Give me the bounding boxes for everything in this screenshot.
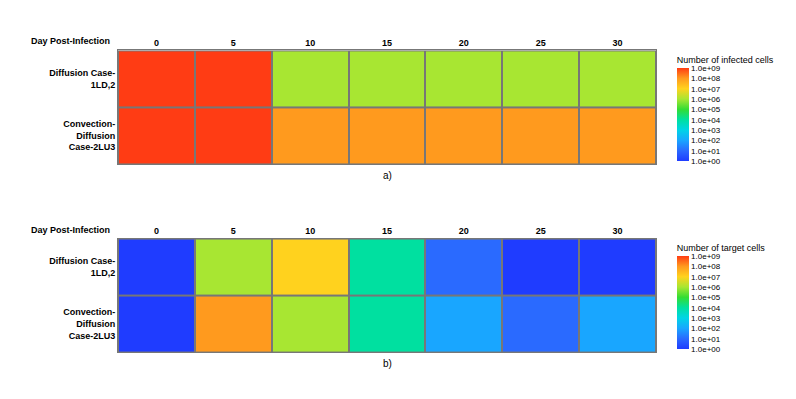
svg-text:1.0e+09: 1.0e+09 bbox=[691, 64, 721, 73]
svg-text:1.0e+04: 1.0e+04 bbox=[691, 116, 721, 125]
svg-text:1.0e+00: 1.0e+00 bbox=[691, 157, 721, 166]
svg-text:20: 20 bbox=[459, 226, 469, 236]
svg-text:25: 25 bbox=[536, 226, 546, 236]
svg-text:1.0e+09: 1.0e+09 bbox=[691, 252, 721, 261]
svg-text:30: 30 bbox=[613, 226, 623, 236]
svg-text:1.0e+08: 1.0e+08 bbox=[691, 74, 721, 83]
svg-text:1.0e+08: 1.0e+08 bbox=[691, 262, 721, 271]
svg-text:1.0e+03: 1.0e+03 bbox=[691, 314, 721, 323]
svg-text:Convection-DiffusionCase-2LU3: Convection-DiffusionCase-2LU3 bbox=[63, 307, 115, 340]
svg-text:0: 0 bbox=[154, 226, 159, 236]
svg-text:10: 10 bbox=[305, 38, 315, 48]
svg-text:30: 30 bbox=[613, 38, 623, 48]
svg-text:Number of target cells: Number of target cells bbox=[677, 243, 766, 253]
svg-text:1.0e+02: 1.0e+02 bbox=[691, 136, 721, 145]
svg-text:1.0e+07: 1.0e+07 bbox=[691, 85, 721, 94]
svg-text:Convection-DiffusionCase-2LU3: Convection-DiffusionCase-2LU3 bbox=[63, 119, 115, 152]
svg-text:20: 20 bbox=[459, 38, 469, 48]
svg-text:5: 5 bbox=[231, 38, 236, 48]
svg-text:15: 15 bbox=[382, 38, 392, 48]
svg-text:1.0e+01: 1.0e+01 bbox=[691, 335, 721, 344]
svg-text:Diffusion Case-1LD,2: Diffusion Case-1LD,2 bbox=[49, 256, 115, 278]
svg-text:1.0e+03: 1.0e+03 bbox=[691, 126, 721, 135]
svg-text:1.0e+00: 1.0e+00 bbox=[691, 345, 721, 354]
svg-text:b): b) bbox=[383, 358, 392, 369]
svg-text:5: 5 bbox=[231, 226, 236, 236]
svg-text:10: 10 bbox=[305, 226, 315, 236]
svg-text:1.0e+06: 1.0e+06 bbox=[691, 283, 721, 292]
svg-text:25: 25 bbox=[536, 38, 546, 48]
svg-text:Diffusion Case-1LD,2: Diffusion Case-1LD,2 bbox=[49, 68, 115, 90]
svg-text:a): a) bbox=[383, 170, 392, 181]
svg-text:1.0e+04: 1.0e+04 bbox=[691, 304, 721, 313]
svg-text:Number of infected cells: Number of infected cells bbox=[677, 55, 774, 65]
svg-text:1.0e+01: 1.0e+01 bbox=[691, 147, 721, 156]
svg-text:15: 15 bbox=[382, 226, 392, 236]
svg-text:Day Post-Infection: Day Post-Infection bbox=[31, 36, 110, 46]
svg-text:1.0e+06: 1.0e+06 bbox=[691, 95, 721, 104]
svg-text:1.0e+05: 1.0e+05 bbox=[691, 293, 721, 302]
svg-text:0: 0 bbox=[154, 38, 159, 48]
svg-text:1.0e+05: 1.0e+05 bbox=[691, 105, 721, 114]
svg-text:Day Post-Infection: Day Post-Infection bbox=[31, 225, 110, 235]
svg-text:1.0e+02: 1.0e+02 bbox=[691, 324, 721, 333]
svg-text:1.0e+07: 1.0e+07 bbox=[691, 273, 721, 282]
